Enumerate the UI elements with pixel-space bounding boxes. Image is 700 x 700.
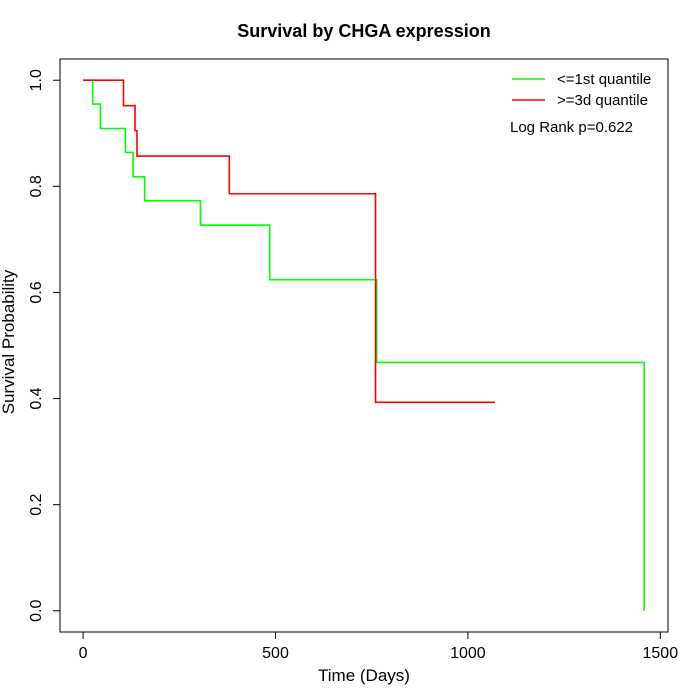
y-tick-label: 0.8 bbox=[28, 175, 45, 197]
series-line-1 bbox=[83, 79, 645, 611]
y-tick-label: 0.4 bbox=[28, 387, 45, 409]
log-rank-annotation: Log Rank p=0.622 bbox=[510, 119, 633, 136]
y-axis-label: Survival Probability bbox=[0, 269, 18, 414]
legend: <=1st quantile >=3d quantile bbox=[512, 71, 651, 109]
x-tick-label: 1500 bbox=[643, 645, 679, 662]
plot-frame bbox=[59, 58, 669, 633]
x-tick-label: 0 bbox=[79, 645, 88, 662]
y-tick-label: 1.0 bbox=[28, 69, 45, 91]
legend-label: >=3d quantile bbox=[557, 92, 648, 109]
series-line-2 bbox=[83, 79, 495, 404]
series-layer bbox=[83, 79, 645, 611]
y-axis: 0.0 0.2 0.4 0.6 0.8 1.0 bbox=[28, 69, 60, 622]
x-tick-label: 500 bbox=[262, 645, 289, 662]
y-tick-label: 0.0 bbox=[28, 600, 45, 622]
legend-label: <=1st quantile bbox=[557, 71, 651, 88]
x-tick-label: 1000 bbox=[450, 645, 486, 662]
y-tick-label: 0.6 bbox=[28, 281, 45, 303]
chart-title: Survival by CHGA expression bbox=[237, 21, 490, 41]
y-tick-label: 0.2 bbox=[28, 493, 45, 515]
x-axis-label: Time (Days) bbox=[318, 666, 410, 685]
x-axis: 0 500 1000 1500 bbox=[79, 632, 679, 662]
